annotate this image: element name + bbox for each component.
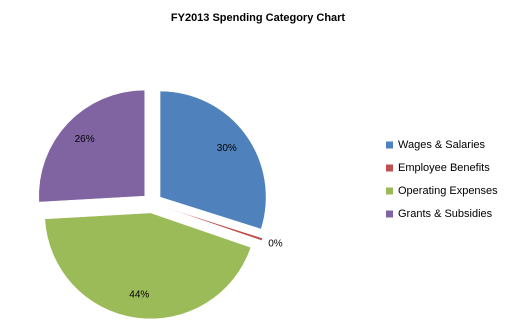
pie-slice	[38, 89, 145, 203]
data-label: 30%	[217, 143, 237, 154]
data-label: 0%	[268, 238, 283, 249]
data-label: 44%	[129, 289, 149, 300]
pie-slice	[161, 205, 263, 241]
data-label: 26%	[75, 134, 95, 145]
chart-title: FY2013 Spending Category Chart	[171, 12, 346, 24]
legend-swatch	[386, 164, 393, 172]
legend-swatch	[386, 210, 393, 218]
legend-label: Wages & Salaries	[398, 139, 486, 151]
legend-swatch	[386, 187, 393, 195]
legend-label: Operating Expenses	[398, 185, 498, 197]
legend-label: Employee Benefits	[398, 162, 490, 174]
pie-slice	[44, 212, 252, 320]
legend-swatch	[386, 141, 393, 149]
legend-label: Grants & Subsidies	[398, 208, 493, 220]
pie-slice	[159, 90, 267, 230]
